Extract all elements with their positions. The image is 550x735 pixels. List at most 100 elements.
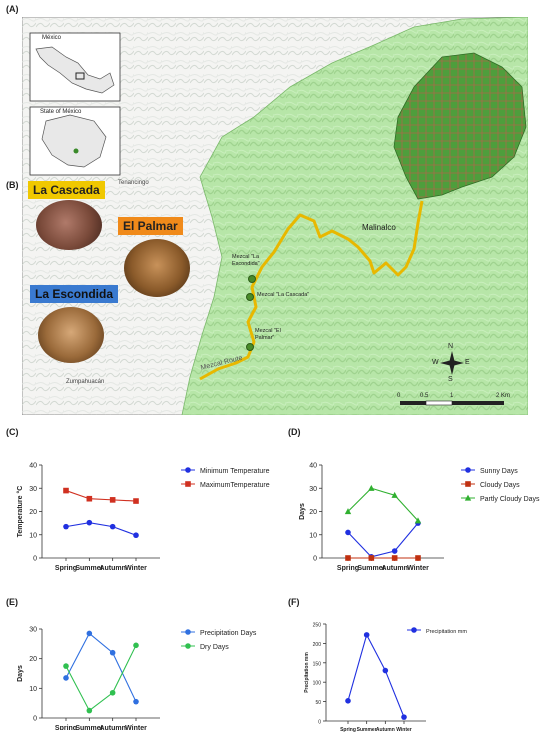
chart-d-data-point [415,555,421,561]
chart-d-data-point [345,529,351,536]
chart-c-data-point [133,498,139,504]
inset-mexico-shape [35,46,115,94]
chart-d-legend-label: Sunny Days [480,468,518,475]
chart-e-ylabel: Days [17,665,24,682]
chart-d-xtick-label: Autumn [381,565,407,572]
chart-f-ytick-label: 0 [318,720,321,726]
scale-bar-seg2 [425,400,453,406]
sample-label-escondida: La Escondida [30,285,119,303]
panel-label-d: (D) [288,427,301,437]
chart-f-series-line [347,633,405,718]
chart-d-ytick-label: 20 [309,509,317,516]
scale-bar-seg1 [400,401,426,405]
chart-c-series-line [65,522,137,536]
chart-d-legend-marker [465,481,471,487]
chart-c-legend-marker [185,481,191,487]
chart-d-data-point [344,508,352,515]
chart-c-legend-label: MaximumTemperature [200,482,270,489]
site-label-escondida: Mezcal "La Escondida" [232,254,260,267]
chart-f-legend-marker [411,627,417,633]
inset-state-label: State of México [40,109,82,115]
scale-bar-seg3 [452,401,504,405]
chart-e-series-line [65,645,137,712]
chart-d-data-point [414,517,422,524]
chart-c-xtick-label: Winter [125,565,147,572]
chart-c-xtick-label: Autumn [99,565,125,572]
chart-f-data-point [382,667,389,674]
chart-e-data-point [133,698,139,705]
scale-tick-2km: 2 Km [496,393,511,399]
chart-c-data-point [109,523,116,530]
panel-label-a: (A) [6,4,19,14]
chart-e-data-point [109,689,116,696]
chart-f-data-point [345,698,351,704]
chart-c-xtick-label: Summer [75,565,103,572]
town-label-tenancingo: Tenancingo [118,180,149,186]
town-label-malinalco: Malinalco [362,223,396,232]
chart-d-xtick-label: Winter [407,565,429,572]
chart-f-ytick-label: 150 [313,661,322,667]
chart-f-xtick-label: Summer [357,727,377,732]
chart-e-data-point [86,707,93,714]
chart-d-legend-marker [465,467,471,473]
scale-tick-1: 1 [450,393,454,399]
panel-label-b: (B) [6,180,19,190]
chart-f-ylabel: Precipitation mm [304,652,310,693]
chart-c-legend-marker [185,467,191,473]
panel-label-e: (E) [6,597,18,607]
study-area-map: México State of México Tenancingo Malina… [21,16,529,416]
panel-label-f: (F) [288,597,300,607]
chart-c-ytick-label: 20 [29,509,37,516]
chart-f-xtick-label: Spring [340,727,356,732]
compass-e: E [465,359,470,366]
chart-e-xtick-label: Spring [55,725,77,730]
chart-d-ytick-label: 0 [313,556,317,563]
chart-e-data-point [63,675,69,681]
chart-f-xtick-label: Winter [396,727,412,732]
chart-c-ylabel: Temperature °C [16,486,24,538]
chart-d-xtick-label: Summer [357,565,385,572]
chart-c-data-point [63,487,69,494]
compass-w: W [432,359,439,366]
chart-d-xtick-label: Spring [337,565,359,572]
chart-f-ytick-label: 200 [313,642,322,648]
chart-e-data-point [63,663,69,669]
chart-d-data-point [368,555,375,561]
panel-label-c: (C) [6,427,19,437]
chart-f-precipitation-mm: 0 50 100 150 200 250 Spring Summer Autumn Winter P… [304,623,467,733]
chart-e-legend-marker [185,643,191,649]
chart-e-xtick-label: Autumn [99,725,125,730]
site-marker-cascada [246,293,254,301]
inset-mexico-highlight [75,72,85,80]
chart-f-xtick-label: Autumn [376,727,395,732]
chart-c-xtick-label: Spring [55,565,77,572]
chart-c-data-point [109,497,116,503]
chart-f-ytick-label: 50 [315,700,321,706]
scale-tick-0: 0 [397,393,401,399]
scale-tick-05: 0.5 [420,393,429,399]
inset-state-highlight [73,148,79,154]
inset-state-shape [41,114,107,168]
chart-c-series-line [65,490,137,502]
chart-d-ytick-label: 30 [309,486,317,493]
chart-f-ytick-label: 250 [313,623,322,629]
sample-photo-escondida [38,307,104,363]
chart-e-ytick-label: 20 [29,656,37,663]
chart-d-series-line [347,522,419,558]
sample-label-cascada: La Cascada [28,181,105,199]
chart-e-xtick-label: Winter [125,725,147,730]
chart-f-data-point [401,714,407,720]
chart-d-ytick-label: 40 [309,463,317,470]
chart-e-legend-label: Dry Days [200,644,229,651]
chart-d-ylabel: Days [299,503,306,520]
chart-e-ytick-label: 0 [33,716,37,723]
chart-e-legend-label: Precipitation Days [200,630,257,637]
chart-c-data-point [63,523,69,530]
chart-c-ytick-label: 10 [29,532,37,539]
chart-e-data-point [86,630,93,637]
chart-c-data-point [133,532,139,539]
sample-label-palmar: El Palmar [118,217,183,235]
site-label-cascada: Mezcal "La Cascada" [257,292,310,298]
chart-c-ytick-label: 30 [29,486,37,493]
